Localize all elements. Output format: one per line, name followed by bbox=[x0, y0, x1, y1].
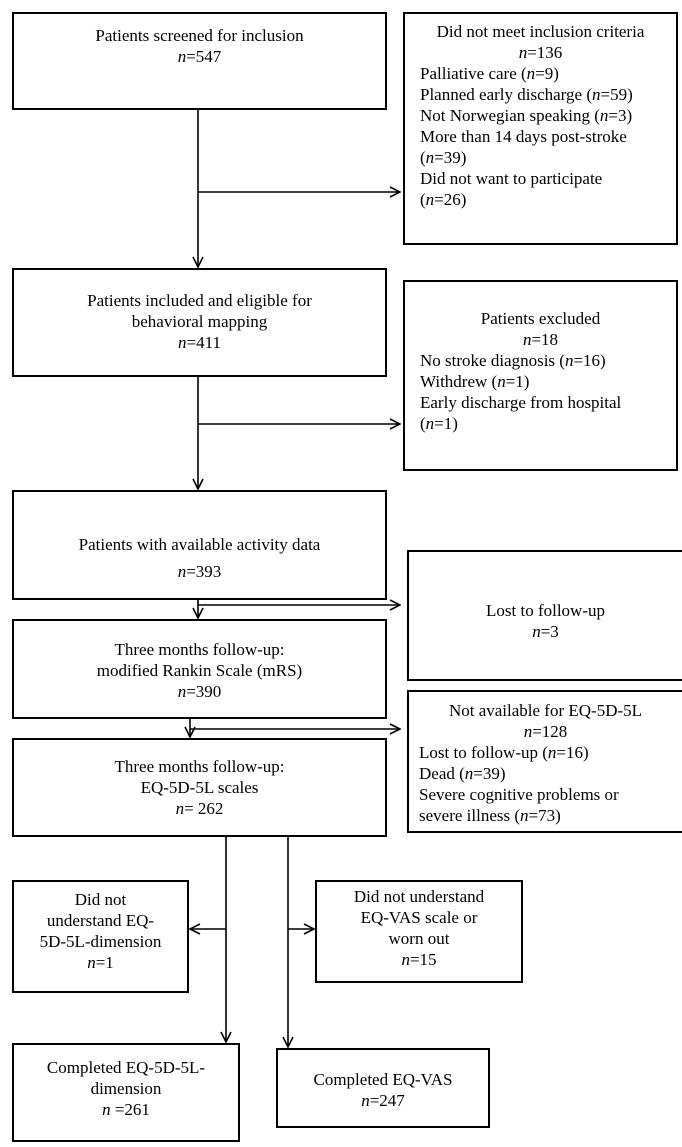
box-mrs-label: Three months follow-up: bbox=[114, 640, 285, 659]
not-meet-item: Not Norwegian speaking (n=3) bbox=[420, 106, 633, 125]
box-screened-label: Patients screened for inclusion bbox=[95, 26, 304, 45]
not-meet-item: Palliative care (n=9) bbox=[420, 64, 559, 83]
not-meet-item: (n=39) bbox=[420, 148, 467, 167]
box-included-label: behavioral mapping bbox=[131, 312, 268, 331]
box-completed-dimension: Completed EQ-5D-5L- dimension n =261 bbox=[12, 1043, 240, 1142]
box-no-vas-label: Did not understand bbox=[353, 887, 485, 906]
box-no-vas-label: worn out bbox=[388, 929, 450, 948]
box-eq-label: Three months follow-up: bbox=[114, 757, 285, 776]
box-included-label: Patients included and eligible for bbox=[87, 291, 312, 310]
box-comp-dim-count: n =261 bbox=[102, 1100, 150, 1119]
box-no-vas-count: n=15 bbox=[401, 950, 437, 969]
box-eq-count: n= 262 bbox=[175, 799, 224, 818]
box-no-vas: Did not understand EQ-VAS scale or worn … bbox=[315, 880, 523, 983]
box-no-dim-label: 5D-5L-dimension bbox=[39, 932, 162, 951]
not-available-item: severe illness (n=73) bbox=[419, 806, 561, 825]
box-mrs-count: n=390 bbox=[177, 682, 222, 701]
box-included: Patients included and eligible for behav… bbox=[12, 268, 387, 377]
not-available-item: Dead (n=39) bbox=[419, 764, 506, 783]
excluded-item: No stroke diagnosis (n=16) bbox=[420, 351, 606, 370]
box-not-available-title: Not available for EQ-5D-5L bbox=[448, 701, 643, 720]
box-screened-count: n=547 bbox=[177, 47, 222, 66]
box-no-dim-count: n=1 bbox=[87, 953, 114, 972]
box-comp-vas-label: Completed EQ-VAS bbox=[313, 1070, 453, 1089]
box-activity-count: n=393 bbox=[177, 562, 222, 581]
box-included-count: n=411 bbox=[178, 333, 221, 352]
box-mrs-label: modified Rankin Scale (mRS) bbox=[96, 661, 303, 680]
box-lost-count: n=3 bbox=[532, 622, 559, 641]
not-available-item: Severe cognitive problems or bbox=[419, 785, 619, 804]
box-comp-dim-label: Completed EQ-5D-5L- bbox=[46, 1058, 206, 1077]
box-eq5d-followup: Three months follow-up: EQ-5D-5L scales … bbox=[12, 738, 387, 837]
not-available-item: Lost to follow-up (n=16) bbox=[419, 743, 589, 762]
excluded-item: Withdrew (n=1) bbox=[420, 372, 530, 391]
box-not-meet-count: n=136 bbox=[518, 43, 563, 62]
box-lost-label: Lost to follow-up bbox=[486, 601, 605, 620]
box-not-available-count: n=128 bbox=[523, 722, 568, 741]
excluded-item: Early discharge from hospital bbox=[420, 393, 622, 412]
box-activity-data: Patients with available activity data n=… bbox=[12, 490, 387, 600]
not-meet-item: More than 14 days post-stroke bbox=[420, 127, 627, 146]
box-mrs-followup: Three months follow-up: modified Rankin … bbox=[12, 619, 387, 719]
excluded-item: (n=1) bbox=[420, 414, 458, 433]
box-excluded-title: Patients excluded bbox=[480, 309, 601, 328]
box-screened: Patients screened for inclusion n=547 bbox=[12, 12, 387, 110]
box-comp-dim-label: dimension bbox=[90, 1079, 162, 1098]
box-no-dim-label: Did not bbox=[74, 890, 127, 909]
box-no-dim-label: understand EQ- bbox=[46, 911, 155, 930]
box-not-available: Not available for EQ-5D-5L n=128 Lost to… bbox=[407, 690, 682, 833]
box-completed-vas: Completed EQ-VAS n=247 bbox=[276, 1048, 490, 1128]
not-meet-item: Planned early discharge (n=59) bbox=[420, 85, 633, 104]
box-not-meet-criteria: Did not meet inclusion criteria n=136 Pa… bbox=[403, 12, 678, 245]
box-comp-vas-count: n=247 bbox=[361, 1091, 405, 1110]
box-no-vas-label: EQ-VAS scale or bbox=[360, 908, 478, 927]
box-excluded-count: n=18 bbox=[522, 330, 559, 349]
box-eq-label: EQ-5D-5L scales bbox=[140, 778, 259, 797]
not-meet-item: (n=26) bbox=[420, 190, 467, 209]
box-lost-followup: Lost to follow-up n=3 bbox=[407, 550, 682, 681]
box-not-meet-title: Did not meet inclusion criteria bbox=[436, 22, 645, 41]
box-no-dimension: Did not understand EQ- 5D-5L-dimension n… bbox=[12, 880, 189, 993]
box-activity-label: Patients with available activity data bbox=[78, 535, 321, 554]
box-excluded: Patients excluded n=18 No stroke diagnos… bbox=[403, 280, 678, 471]
not-meet-item: Did not want to participate bbox=[420, 169, 603, 188]
